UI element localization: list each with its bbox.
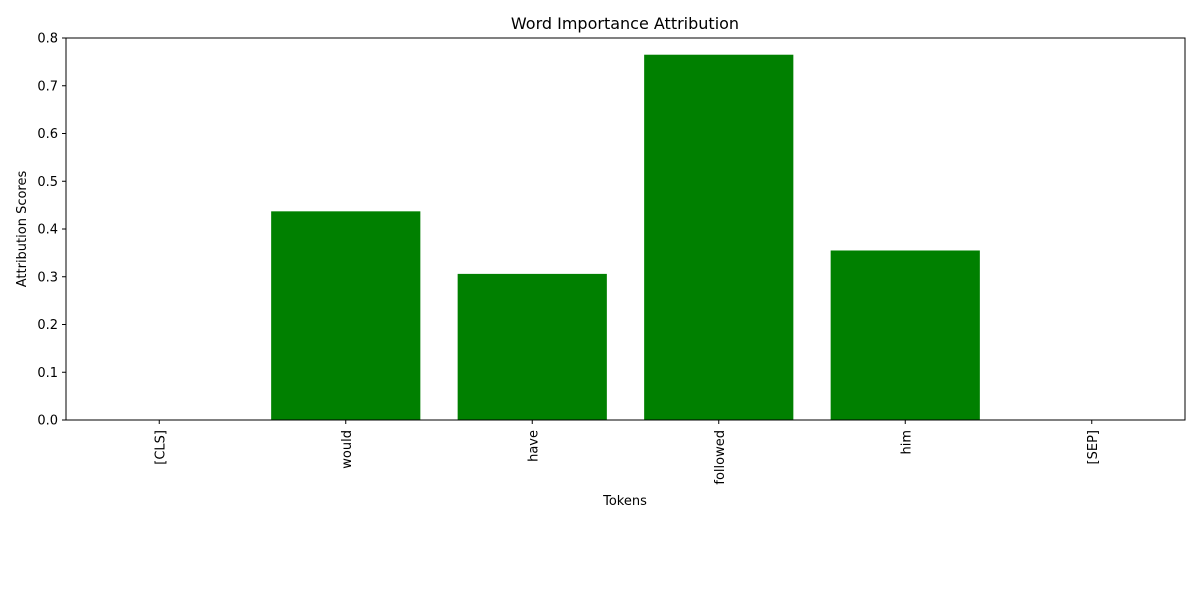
x-tick-label: him xyxy=(899,430,914,455)
y-tick-label: 0.1 xyxy=(37,366,58,381)
y-tick-label: 0.5 xyxy=(37,175,58,190)
bar-1 xyxy=(271,211,421,420)
x-tick-label: [SEP] xyxy=(1086,430,1101,464)
y-tick-label: 0.2 xyxy=(37,318,58,333)
y-tick-label: 0.0 xyxy=(37,414,58,429)
plot-frame xyxy=(65,37,1186,421)
bars-layer xyxy=(271,54,980,421)
x-axis-ticks: [CLS] would have followed him [SEP] xyxy=(153,420,1101,485)
x-axis-label: Tokens xyxy=(602,494,647,509)
y-tick-label: 0.7 xyxy=(37,79,58,94)
y-tick-label: 0.3 xyxy=(37,270,58,285)
bar-2 xyxy=(457,273,607,420)
x-tick-label: have xyxy=(526,430,541,462)
x-tick-label: would xyxy=(340,430,355,469)
bar-4 xyxy=(830,250,980,420)
bar-3 xyxy=(644,54,794,421)
chart-title: Word Importance Attribution xyxy=(511,14,739,33)
y-axis-ticks: 0.0 0.1 0.2 0.3 0.4 0.5 0.6 0.7 0.8 xyxy=(37,32,66,429)
x-tick-label: [CLS] xyxy=(153,430,168,465)
y-axis-label: Attribution Scores xyxy=(15,171,30,288)
x-tick-label: followed xyxy=(713,430,728,485)
y-tick-label: 0.6 xyxy=(37,127,58,142)
y-tick-label: 0.4 xyxy=(37,223,58,238)
y-tick-label: 0.8 xyxy=(37,32,58,47)
